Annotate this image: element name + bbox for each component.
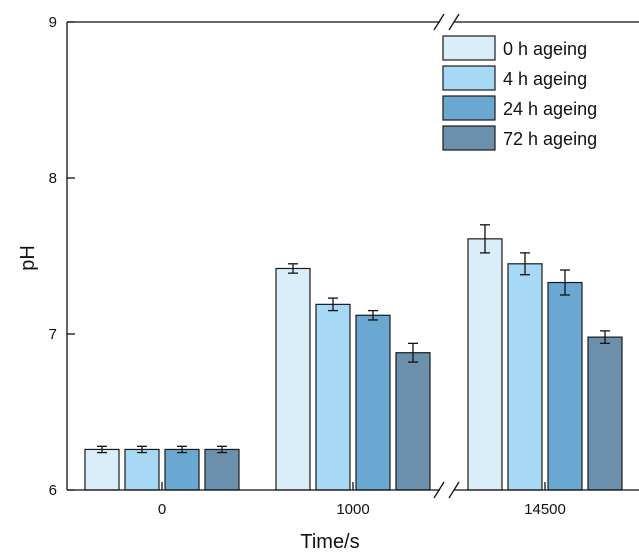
y-tick-label: 6 [49,482,57,499]
bar [395,352,431,491]
legend: 0 h ageing 4 h ageing 24 h ageing 72 h agei… [442,35,597,151]
x-tick-label: 1000 [336,501,369,518]
error-bar [408,342,418,363]
x-axis-title: Time/s [300,531,359,553]
x-tick-label: 0 [158,501,166,518]
legend-label: 0 h ageing [503,39,587,59]
x-tick-label: 14500 [524,501,566,518]
error-bar [177,445,187,454]
bar [164,448,200,491]
legend-label: 4 h ageing [503,69,587,89]
bar [587,336,623,491]
bar [315,303,351,491]
x-ticks: 0 1000 14500 [158,482,566,518]
bar [204,448,240,491]
legend-swatch [442,95,496,121]
bar [507,263,543,491]
legend-label: 24 h ageing [503,99,597,119]
bar [467,238,503,491]
bar [547,281,583,491]
legend-swatch [442,125,496,151]
y-ticks: 6 7 8 9 [49,14,75,499]
error-bar [288,263,298,274]
bar [84,448,120,491]
error-bar [137,445,147,454]
legend-swatch [442,65,496,91]
y-tick-label: 8 [49,170,57,187]
error-bar [368,309,378,321]
bar [124,448,160,491]
error-bar [97,445,107,454]
error-bar [560,269,570,296]
error-bar [480,224,490,254]
error-bar [328,297,338,312]
error-bar [520,252,530,276]
y-axis-title: pH [17,245,39,271]
y-tick-label: 7 [49,326,57,343]
error-bars-layer [97,224,610,454]
error-bar [600,330,610,345]
legend-label: 72 h ageing [503,129,597,149]
axis-break-bottom [433,481,460,499]
bars-layer [84,238,623,491]
axis-break-top [433,13,460,31]
legend-swatch [442,35,496,61]
error-bar [217,445,227,454]
bar [355,314,391,491]
bar [275,267,311,491]
y-tick-label: 9 [49,14,57,31]
